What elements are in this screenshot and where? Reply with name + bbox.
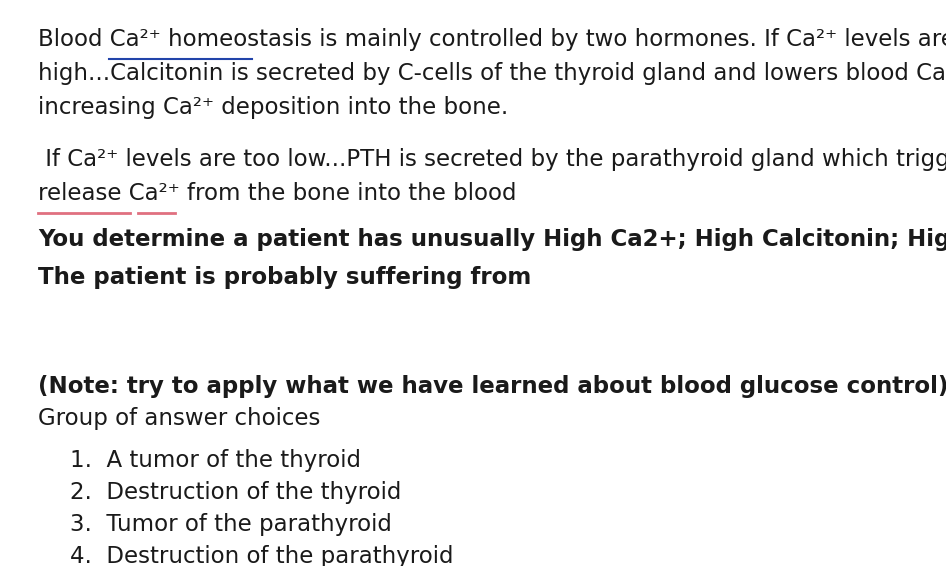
Text: high...Calcitonin is secreted by C-cells of the thyroid gland and lowers blood C: high...Calcitonin is secreted by C-cells… [38,62,946,85]
Text: Group of answer choices: Group of answer choices [38,407,321,430]
Text: 2.  Destruction of the thyroid: 2. Destruction of the thyroid [70,481,401,504]
Text: (Note: try to apply what we have learned about blood glucose control): (Note: try to apply what we have learned… [38,375,946,398]
Text: 3.  Tumor of the parathyroid: 3. Tumor of the parathyroid [70,513,392,536]
Text: increasing Ca²⁺ deposition into the bone.: increasing Ca²⁺ deposition into the bone… [38,96,508,119]
Text: 1.  A tumor of the thyroid: 1. A tumor of the thyroid [70,449,361,472]
Text: You determine a patient has unusually High Ca2+; High Calcitonin; High PTH: You determine a patient has unusually Hi… [38,228,946,251]
Text: If Ca²⁺ levels are too low...PTH is secreted by the parathyroid gland which trig: If Ca²⁺ levels are too low...PTH is secr… [38,148,946,171]
Text: Blood Ca²⁺ homeostasis is mainly controlled by two hormones. If Ca²⁺ levels are : Blood Ca²⁺ homeostasis is mainly control… [38,28,946,51]
Text: release Ca²⁺ from the bone into the blood: release Ca²⁺ from the bone into the bloo… [38,182,517,205]
Text: The patient is probably suffering from: The patient is probably suffering from [38,266,532,289]
Text: 4.  Destruction of the parathyroid: 4. Destruction of the parathyroid [70,545,453,566]
